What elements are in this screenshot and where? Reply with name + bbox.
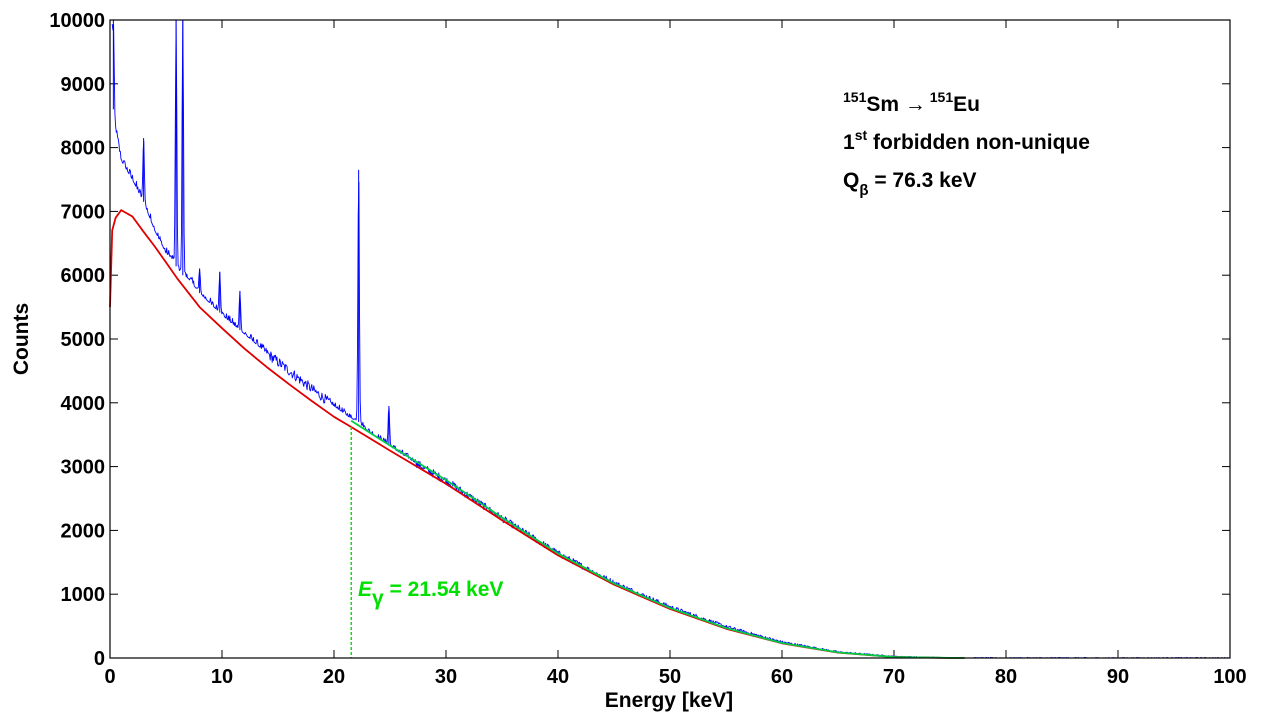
y-tick-label: 8000 bbox=[61, 138, 106, 160]
plot-area bbox=[110, 20, 1230, 658]
annotation-q-value: Qβ = 76.3 keV bbox=[843, 169, 977, 199]
y-tick-label: 2000 bbox=[61, 520, 106, 542]
y-axis-ticks: 0 1000 2000 3000 4000 5000 6000 7000 8000 9000 100… bbox=[49, 10, 1230, 670]
x-tick-label: 80 bbox=[995, 666, 1017, 688]
y-tick-label: 6000 bbox=[61, 265, 106, 287]
plot-frame bbox=[109, 19, 1231, 659]
x-tick-label: 60 bbox=[771, 666, 793, 688]
series-layer bbox=[109, 19, 1230, 659]
beta-gamma-fit-line bbox=[350, 419, 965, 659]
x-tick-label: 40 bbox=[547, 666, 569, 688]
y-tick-label: 7000 bbox=[61, 201, 106, 223]
y-tick-label: 1000 bbox=[61, 584, 106, 606]
x-tick-label: 90 bbox=[1107, 666, 1129, 688]
annotation-decay: 151Sm → 151Eu bbox=[843, 89, 980, 116]
y-tick-label: 9000 bbox=[61, 74, 106, 96]
x-tick-label: 50 bbox=[659, 666, 681, 688]
x-tick-label: 10 bbox=[211, 666, 233, 688]
y-tick-label: 10000 bbox=[49, 10, 105, 32]
x-tick-label: 100 bbox=[1213, 666, 1246, 688]
annotation-gamma-energy: Eγ = 21.54 keV bbox=[358, 578, 503, 610]
annotation-transition: 1st forbidden non-unique bbox=[843, 127, 1090, 154]
y-tick-label: 0 bbox=[94, 648, 105, 670]
y-tick-label: 3000 bbox=[61, 457, 106, 479]
x-tick-label: 70 bbox=[883, 666, 905, 688]
x-axis-label: Energy [keV] bbox=[605, 689, 733, 712]
y-tick-label: 4000 bbox=[61, 393, 106, 415]
y-tick-label: 5000 bbox=[61, 329, 106, 351]
x-tick-label: 0 bbox=[104, 666, 115, 688]
y-axis-label: Counts bbox=[10, 303, 33, 375]
beta-fit-line bbox=[109, 209, 352, 428]
x-tick-label: 30 bbox=[435, 666, 457, 688]
x-tick-label: 20 bbox=[323, 666, 345, 688]
